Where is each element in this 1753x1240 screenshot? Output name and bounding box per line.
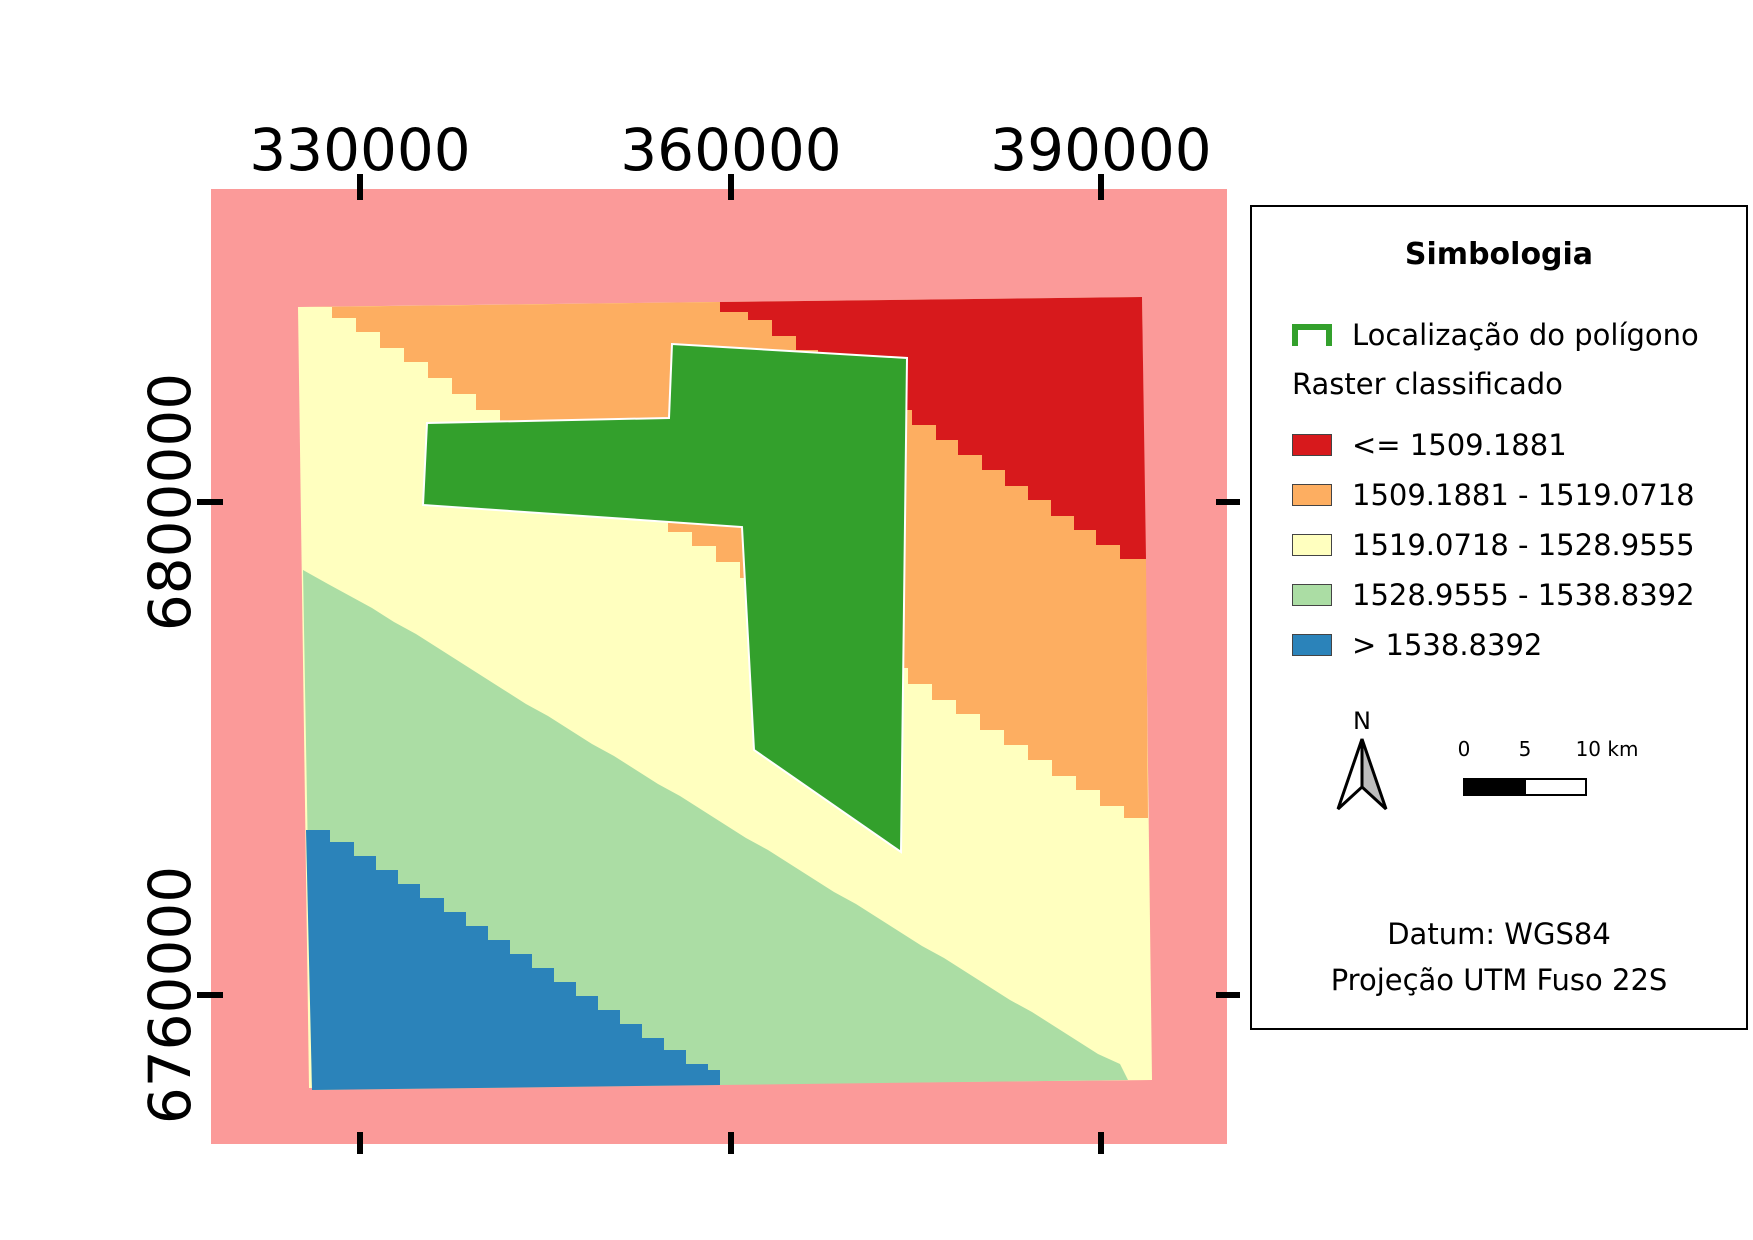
legend-polygon-label: Localização do polígono [1352,318,1699,352]
y-tick-label-1: 6800000 [136,373,204,631]
legend-class-label: 1519.0718 - 1528.9555 [1352,528,1695,562]
scale-label-0: 0 [1457,737,1471,761]
legend-swatch [1292,534,1332,556]
datum-text: Datum: WGS84 [1387,917,1611,951]
scale-bar-graphic [1463,778,1587,796]
legend-class-row: 1528.9555 - 1538.8392 [1292,575,1695,615]
legend-class-row: > 1538.8392 [1292,625,1542,665]
y-tick-label-2: 6760000 [136,866,204,1124]
legend-class-row: <= 1509.1881 [1292,425,1567,465]
legend-polygon-row: Localização do polígono [1292,315,1699,355]
scale-bar: 0 5 10 km [1458,737,1652,807]
raster-class-5-zone [306,830,720,1090]
x-ticks-top [357,174,1104,200]
x-tick-label-1: 330000 [249,116,470,184]
x-ticks-bottom [357,1132,1104,1154]
north-letter: N [1353,707,1371,735]
y-ticks-left [197,499,223,998]
projection-text: Projeção UTM Fuso 22S [1330,963,1668,997]
north-arrow-icon [1336,738,1388,811]
x-tick-label-3: 390000 [990,116,1211,184]
legend-swatch [1292,634,1332,656]
legend-title: Simbologia [1404,237,1594,272]
legend-class-label: 1528.9555 - 1538.8392 [1352,578,1695,612]
polygon-symbol-icon [1292,324,1332,346]
scale-label-10: 10 km [1575,737,1639,761]
y-ticks-right [1216,499,1240,998]
legend-swatch [1292,584,1332,606]
legend-class-label: <= 1509.1881 [1352,428,1567,462]
x-tick-label-2: 360000 [620,116,841,184]
north-arrow: N [1322,707,1402,817]
legend-class-label: 1509.1881 - 1519.0718 [1352,478,1695,512]
legend-class-label: > 1538.8392 [1352,628,1543,662]
legend-class-row: 1509.1881 - 1519.0718 [1292,475,1695,515]
raster-class-2-zone [310,302,1148,818]
polygon-location [421,342,909,854]
scale-label-5: 5 [1518,737,1532,761]
legend-swatch [1292,484,1332,506]
legend-swatch [1292,434,1332,456]
legend-panel: Simbologia Localização do polígono Raste… [1250,205,1748,1030]
legend-raster-label: Raster classificado [1292,367,1563,401]
legend-class-row: 1519.0718 - 1528.9555 [1292,525,1695,565]
